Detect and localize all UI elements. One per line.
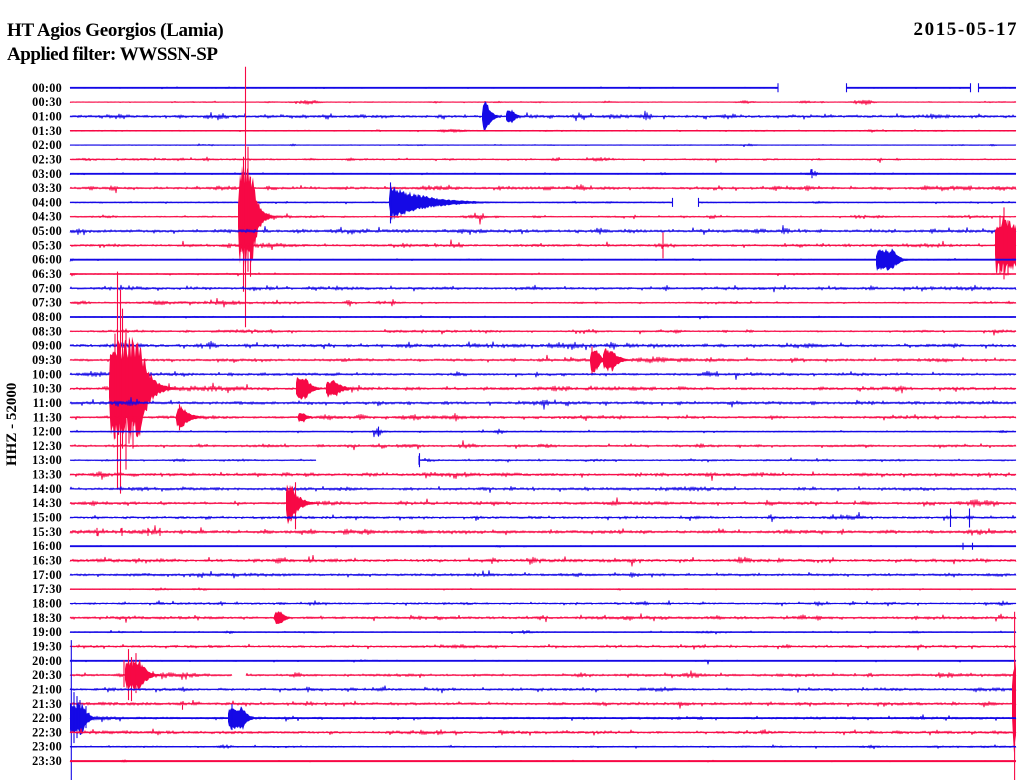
svg-text:20:00: 20:00 (32, 654, 62, 668)
svg-text:10:00: 10:00 (32, 367, 62, 381)
svg-text:08:30: 08:30 (32, 324, 62, 338)
svg-text:15:00: 15:00 (32, 511, 62, 525)
svg-text:13:30: 13:30 (32, 468, 62, 482)
svg-text:18:30: 18:30 (32, 611, 62, 625)
svg-text:16:00: 16:00 (32, 539, 62, 553)
svg-text:06:00: 06:00 (32, 253, 62, 267)
svg-text:22:30: 22:30 (32, 725, 62, 739)
svg-text:05:30: 05:30 (32, 238, 62, 252)
svg-text:03:00: 03:00 (32, 167, 62, 181)
svg-text:00:00: 00:00 (32, 81, 62, 95)
svg-text:01:00: 01:00 (32, 109, 62, 123)
svg-text:23:30: 23:30 (32, 754, 62, 768)
svg-text:11:00: 11:00 (33, 396, 62, 410)
svg-text:13:00: 13:00 (32, 453, 62, 467)
svg-text:05:00: 05:00 (32, 224, 62, 238)
svg-text:20:30: 20:30 (32, 668, 62, 682)
svg-text:22:00: 22:00 (32, 711, 62, 725)
svg-text:17:30: 17:30 (32, 582, 62, 596)
svg-text:06:30: 06:30 (32, 267, 62, 281)
svg-text:01:30: 01:30 (32, 124, 62, 138)
svg-text:03:30: 03:30 (32, 181, 62, 195)
svg-text:18:00: 18:00 (32, 597, 62, 611)
svg-text:19:00: 19:00 (32, 625, 62, 639)
svg-text:12:30: 12:30 (32, 439, 62, 453)
svg-text:14:00: 14:00 (32, 482, 62, 496)
svg-text:21:30: 21:30 (32, 697, 62, 711)
svg-text:00:30: 00:30 (32, 95, 62, 109)
svg-text:09:00: 09:00 (32, 339, 62, 353)
svg-text:23:00: 23:00 (32, 740, 62, 754)
svg-text:12:00: 12:00 (32, 425, 62, 439)
svg-text:07:00: 07:00 (32, 281, 62, 295)
svg-text:07:30: 07:30 (32, 296, 62, 310)
svg-text:19:30: 19:30 (32, 640, 62, 654)
svg-text:14:30: 14:30 (32, 496, 62, 510)
svg-text:04:30: 04:30 (32, 210, 62, 224)
svg-text:08:00: 08:00 (32, 310, 62, 324)
svg-text:15:30: 15:30 (32, 525, 62, 539)
svg-text:04:00: 04:00 (32, 195, 62, 209)
svg-text:09:30: 09:30 (32, 353, 62, 367)
svg-text:02:00: 02:00 (32, 138, 62, 152)
svg-text:16:30: 16:30 (32, 554, 62, 568)
svg-text:17:00: 17:00 (32, 568, 62, 582)
svg-text:02:30: 02:30 (32, 152, 62, 166)
svg-text:10:30: 10:30 (32, 382, 62, 396)
svg-text:11:30: 11:30 (33, 410, 62, 424)
svg-text:21:00: 21:00 (32, 682, 62, 696)
